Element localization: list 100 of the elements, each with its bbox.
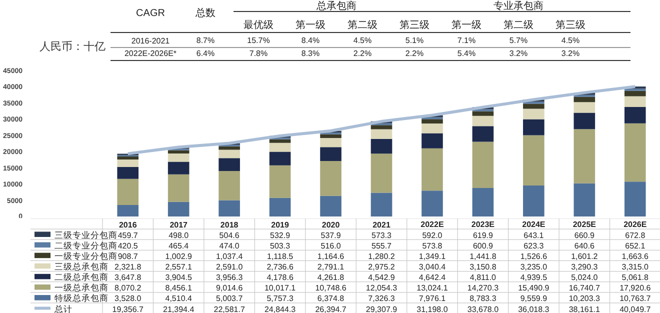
data-label: 465.4 [168, 241, 190, 250]
text: 总承包商 [316, 0, 356, 12]
data-label: 532.9 [270, 230, 291, 240]
data-label: 3,290.3 [571, 262, 598, 272]
text: 2.2% [405, 49, 424, 58]
data-label: 652.1 [625, 241, 646, 250]
text: 8.4% [301, 36, 320, 45]
data-label: 2,791.1 [317, 262, 345, 272]
x-tick-label: 2025E [572, 220, 597, 229]
bar [269, 165, 291, 198]
bar [624, 90, 646, 96]
text: 7.1% [457, 36, 476, 45]
data-label: 36,018.3 [518, 304, 550, 313]
bar [320, 196, 342, 216]
data-label: 573.8 [422, 241, 443, 250]
bar [624, 182, 646, 216]
data-label: 4,510.4 [165, 294, 192, 304]
text: 第一级 [296, 19, 326, 31]
bar [370, 129, 392, 139]
text: 8.7% [196, 36, 215, 45]
data-label: 3,528.0 [114, 294, 142, 304]
bar [422, 119, 443, 124]
bar [218, 158, 240, 172]
legend-label: 三级总承包商 [54, 262, 108, 272]
bar [269, 139, 291, 143]
text: CAGR [136, 8, 165, 19]
data-label: 3,904.5 [165, 273, 192, 282]
data-label: 9,559.9 [520, 294, 548, 304]
bar [218, 171, 240, 200]
data-label: 14,270.3 [467, 284, 500, 293]
data-label: 1,118.5 [266, 252, 294, 261]
data-label: 592.0 [422, 230, 443, 240]
x-tick-label: 2022E [420, 220, 444, 229]
bar [370, 138, 392, 154]
text: 第三级 [400, 19, 430, 31]
bar [574, 129, 596, 184]
bar [117, 156, 139, 160]
data-label: 10,203.3 [568, 294, 601, 304]
data-label: 7,976.1 [418, 294, 446, 304]
bar [422, 190, 443, 216]
data-label: 504.6 [219, 230, 240, 240]
bar [472, 142, 494, 188]
bar [269, 152, 291, 166]
bar [472, 111, 494, 116]
text: 2016-2021 [131, 36, 170, 46]
legend-label: 二级总承包商 [54, 272, 108, 282]
bar [320, 134, 342, 138]
bar [523, 108, 544, 120]
data-label: 573.3 [371, 230, 392, 240]
data-label: 3,040.4 [418, 262, 446, 272]
legend-label: 特级总承包商 [54, 293, 108, 304]
data-label: 1,002.9 [165, 252, 192, 261]
data-label: 1,037.4 [216, 252, 244, 261]
bar [472, 188, 494, 216]
bar [218, 146, 240, 150]
text: 总数 [194, 7, 216, 19]
data-label: 5,003.7 [216, 294, 244, 304]
text: 专业承包商 [494, 0, 544, 12]
data-label: 537.9 [320, 230, 342, 240]
bar [624, 107, 646, 124]
data-label: 600.9 [472, 241, 494, 250]
text: 4.5% [353, 36, 372, 45]
data-label: 16,740.7 [568, 284, 601, 293]
data-label: 8,456.1 [165, 284, 192, 293]
bar [472, 116, 494, 126]
x-tick-label: 2026E [624, 220, 648, 229]
bar [320, 147, 342, 161]
data-label: 1,280.2 [368, 252, 396, 261]
x-tick-label: 2016 [118, 220, 138, 230]
legend-label: 总计 [54, 304, 72, 313]
data-label: 15,490.9 [518, 284, 550, 293]
data-label: 503.3 [270, 241, 291, 250]
text: 第三级 [556, 19, 586, 31]
x-tick-label: 2024E [522, 220, 546, 229]
data-label: 5,061.8 [622, 273, 650, 282]
data-label: 19,356.7 [112, 304, 144, 313]
legend-label: 三级专业分包商 [54, 230, 118, 240]
bar [117, 205, 139, 216]
data-label: 640.6 [574, 241, 595, 250]
data-label: 672.8 [625, 230, 646, 240]
data-label: 2,736.6 [266, 262, 294, 272]
data-label: 3,150.8 [470, 262, 497, 272]
bar [370, 192, 392, 216]
data-label: 4,939.5 [520, 273, 548, 282]
x-tick-label: 2020 [322, 220, 340, 230]
data-label: 1,663.6 [622, 252, 650, 261]
y-axis-title: 人民币：十亿 [40, 40, 106, 53]
data-label: 3,956.3 [216, 273, 244, 282]
data-label: 29,307.9 [366, 304, 398, 313]
data-label: 1,349.1 [418, 252, 446, 261]
text: 第二级 [348, 19, 378, 31]
data-label: 10,017.1 [264, 284, 296, 293]
bar [472, 126, 494, 142]
bar [574, 183, 596, 216]
data-label: 4,542.9 [368, 273, 396, 282]
data-label: 555.7 [371, 241, 392, 250]
data-label: 3,647.8 [114, 273, 142, 282]
data-label: 3,235.0 [520, 262, 548, 272]
x-tick-label: 2023E [471, 220, 496, 229]
text: 5.7% [509, 36, 528, 45]
